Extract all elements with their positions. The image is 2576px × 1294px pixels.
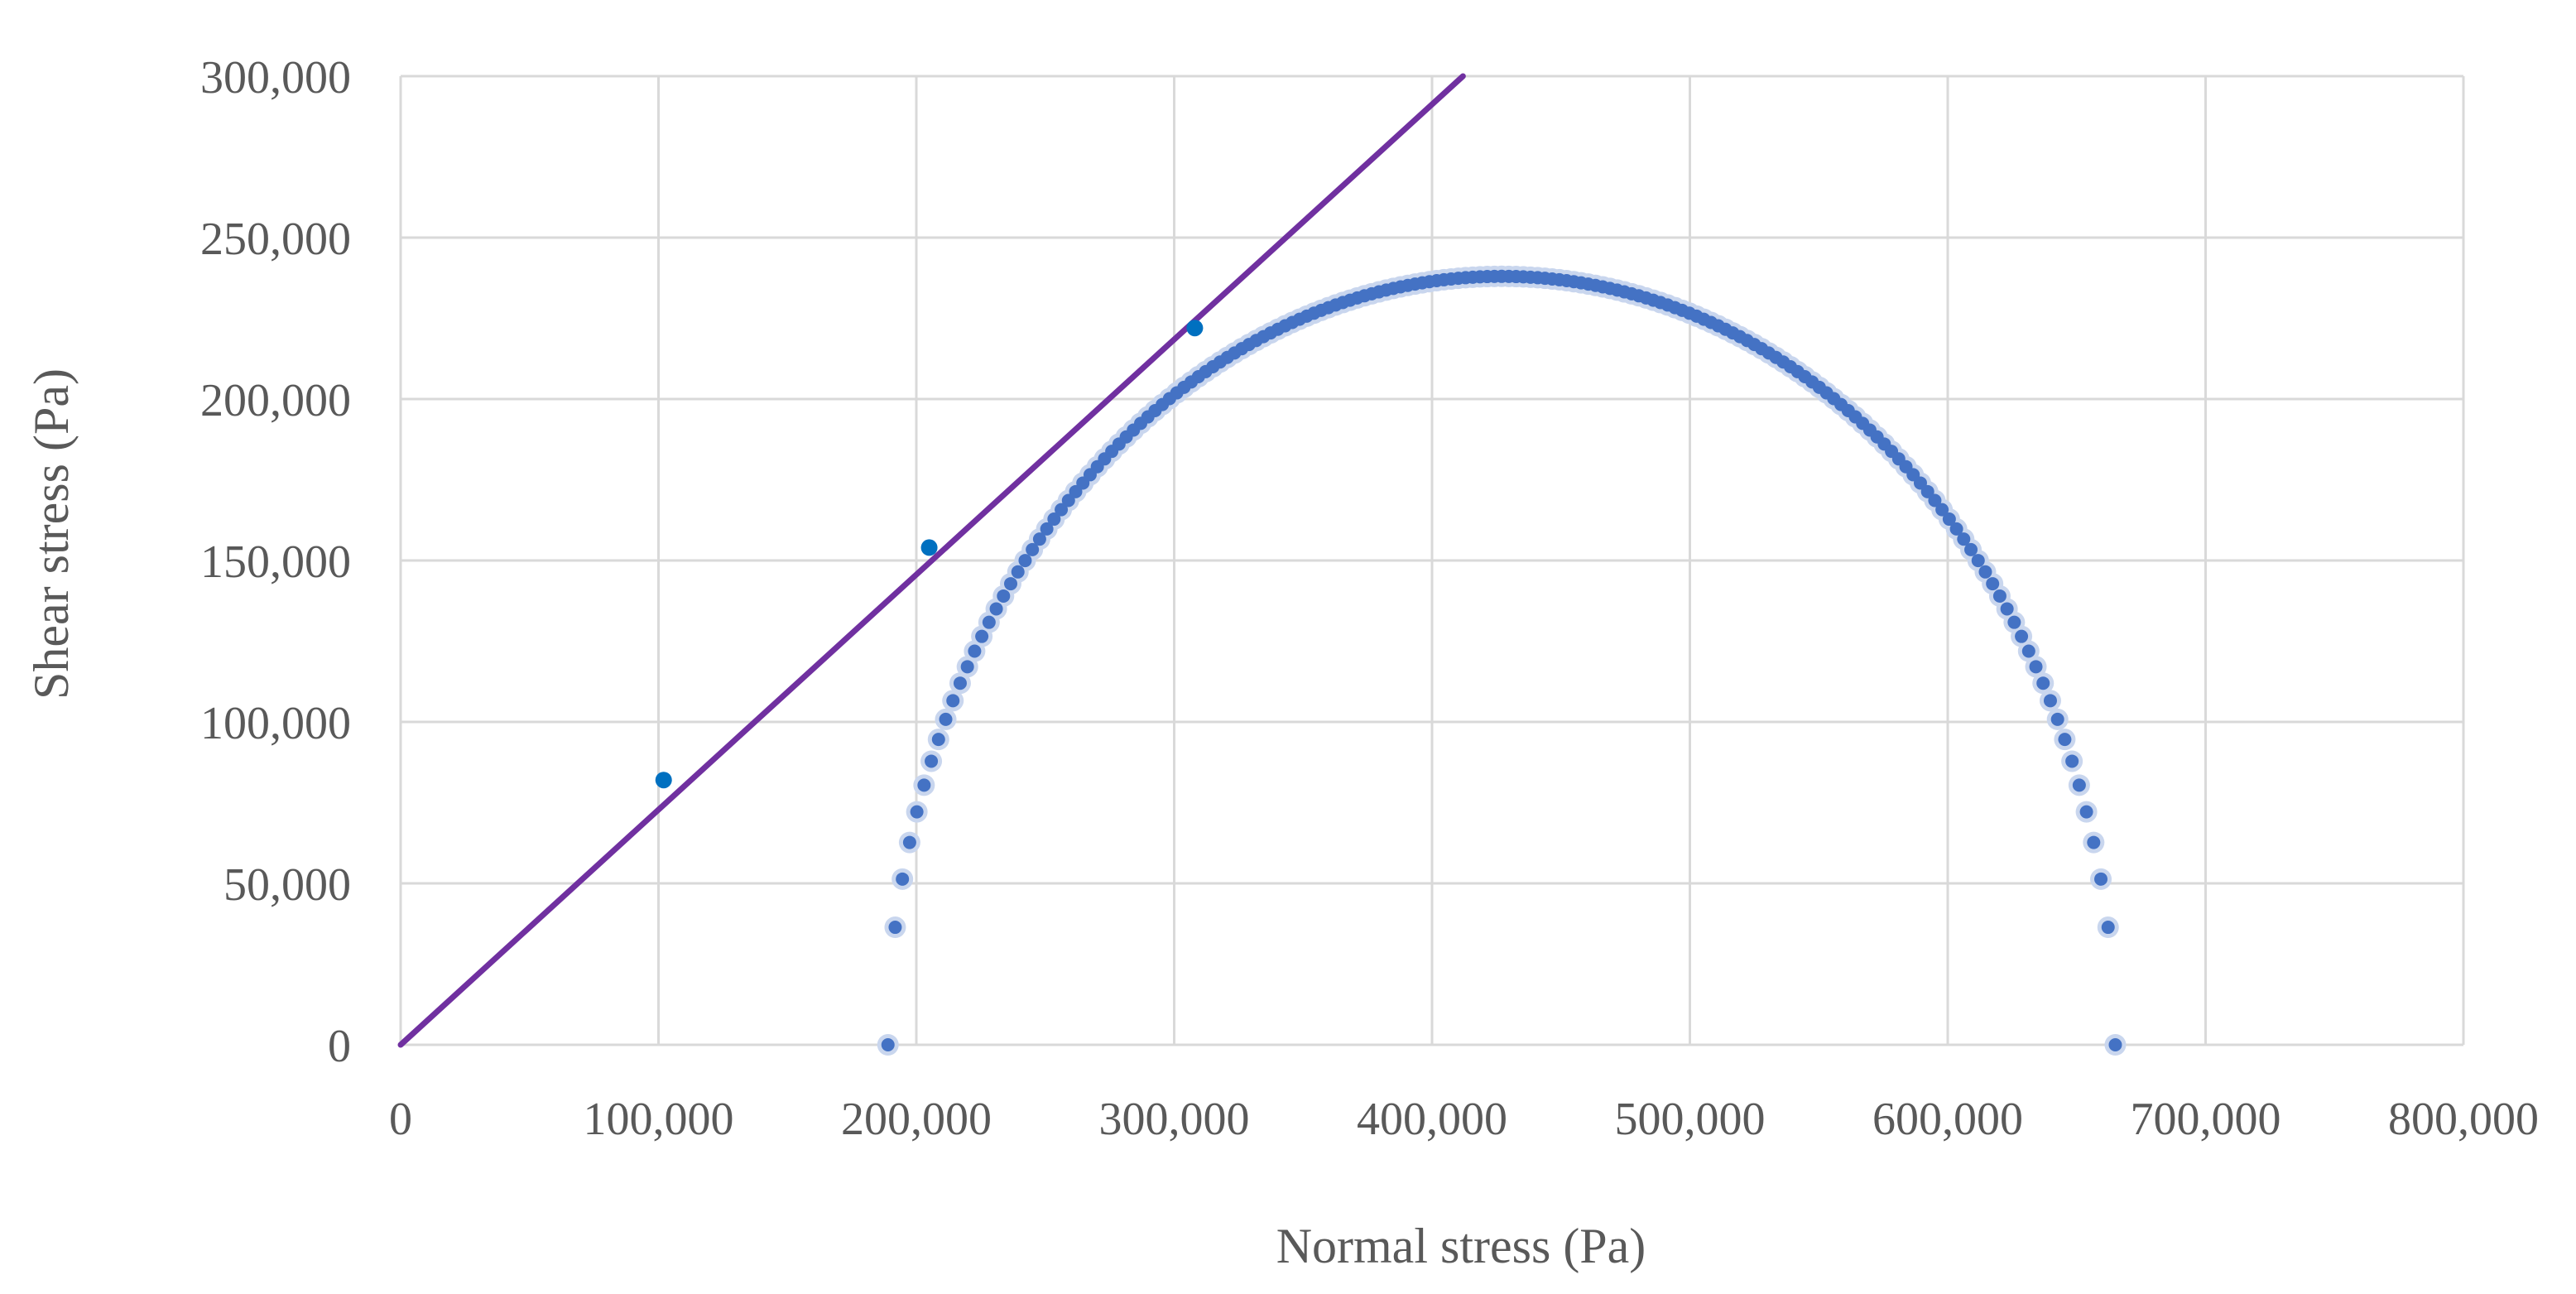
mohr-circle-point <box>953 676 967 690</box>
mohr-circle-point <box>2036 676 2050 690</box>
mohr-circle-point <box>888 921 902 935</box>
mohr-circle-point <box>1928 493 1942 507</box>
tick-labels: 0 100,000 200,000 300,000 400,000 500,000 600,… <box>200 52 2539 1145</box>
x-tick-label: 0 <box>389 1094 412 1145</box>
measured-point <box>1186 320 1204 337</box>
y-tick-label: 150,000 <box>200 536 351 588</box>
mohr-circle-point <box>902 835 916 849</box>
mohr-circle-point <box>1992 589 2006 603</box>
mohr-circle-point <box>1061 493 1075 507</box>
measured-point <box>655 772 672 789</box>
mohr-circle-point <box>1004 577 1018 591</box>
mohr-circle-point <box>2094 872 2108 886</box>
mohr-circle-point <box>1047 512 1061 527</box>
x-tick-label: 600,000 <box>1872 1094 2023 1145</box>
mohr-circle-point <box>2050 712 2064 726</box>
mohr-circle-point <box>975 629 989 643</box>
x-axis-title: Normal stress (Pa) <box>1276 1219 1646 1273</box>
x-tick-label: 300,000 <box>1099 1094 1250 1145</box>
mohr-circle-point <box>2065 754 2079 768</box>
mohr-circle-point <box>2087 835 2101 849</box>
mohr-circle-point <box>2079 805 2093 819</box>
mohr-circle-point <box>1935 503 1949 517</box>
x-tick-label: 400,000 <box>1357 1094 1507 1145</box>
mohr-circle-point <box>2029 660 2043 674</box>
mohr-circle-point <box>997 589 1011 603</box>
measured-points-series <box>655 320 1204 789</box>
mohr-circle-point <box>1920 484 1934 498</box>
x-tick-label: 500,000 <box>1615 1094 1766 1145</box>
mohr-circle-point <box>881 1038 895 1051</box>
y-tick-label: 0 <box>328 1021 351 1072</box>
x-tick-label: 200,000 <box>841 1094 992 1145</box>
x-tick-label: 100,000 <box>584 1094 734 1145</box>
mohr-circle-point <box>2072 778 2086 792</box>
mohr-circle-point <box>982 615 996 629</box>
mohr-circle-point <box>1986 577 2000 591</box>
mohr-circle-point <box>896 872 910 886</box>
y-tick-label: 200,000 <box>200 375 351 426</box>
mohr-circle-point <box>2021 644 2035 658</box>
mohr-circle-point <box>1040 522 1054 536</box>
mohr-circle-point <box>1971 554 1985 568</box>
mohr-circle-point <box>1011 565 1025 579</box>
mohr-circle-point <box>1942 512 1956 527</box>
mohr-circle-point <box>2015 629 2029 643</box>
mohr-circle-point <box>2007 615 2021 629</box>
x-tick-label: 700,000 <box>2131 1094 2281 1145</box>
mohr-circle-point <box>1018 554 1032 568</box>
y-tick-label: 300,000 <box>200 52 351 103</box>
mohr-circle-series <box>877 265 2127 1056</box>
y-tick-label: 250,000 <box>200 214 351 265</box>
mohr-circle-point <box>960 660 974 674</box>
mohr-circle-point <box>2043 694 2057 708</box>
mohr-circle-point <box>2058 733 2072 747</box>
mohr-circle-point <box>989 602 1003 616</box>
mohr-circle-point <box>1978 565 1992 579</box>
mohr-circle-point <box>946 694 960 708</box>
x-tick-label: 800,000 <box>2388 1094 2539 1145</box>
mohr-circle-point <box>1026 542 1040 556</box>
mohr-circle-point <box>939 712 953 726</box>
mohr-circle-point <box>2000 602 2014 616</box>
mohr-circle-point <box>910 805 924 819</box>
mohr-circle-point <box>968 644 982 658</box>
measured-point <box>920 539 938 556</box>
grid <box>399 75 2465 1046</box>
y-tick-label: 50,000 <box>223 859 351 911</box>
mohr-circle-point <box>1957 532 1971 546</box>
failure-envelope-line <box>397 73 1466 1048</box>
mohr-circle-point <box>2108 1038 2122 1051</box>
plot-area <box>397 73 2127 1056</box>
mohr-circle-point <box>917 778 931 792</box>
mohr-circle-point <box>1964 542 1978 556</box>
y-axis-title: Shear stress (Pa) <box>24 368 79 700</box>
mohr-circle-point <box>931 733 945 747</box>
mohr-circle-point <box>1949 522 1963 536</box>
mohr-circle-point <box>1055 503 1069 517</box>
mohr-circle-point <box>925 754 939 768</box>
mohr-circle-point <box>1032 532 1046 546</box>
mohr-circle-point <box>2101 921 2115 935</box>
y-tick-label: 100,000 <box>200 698 351 749</box>
